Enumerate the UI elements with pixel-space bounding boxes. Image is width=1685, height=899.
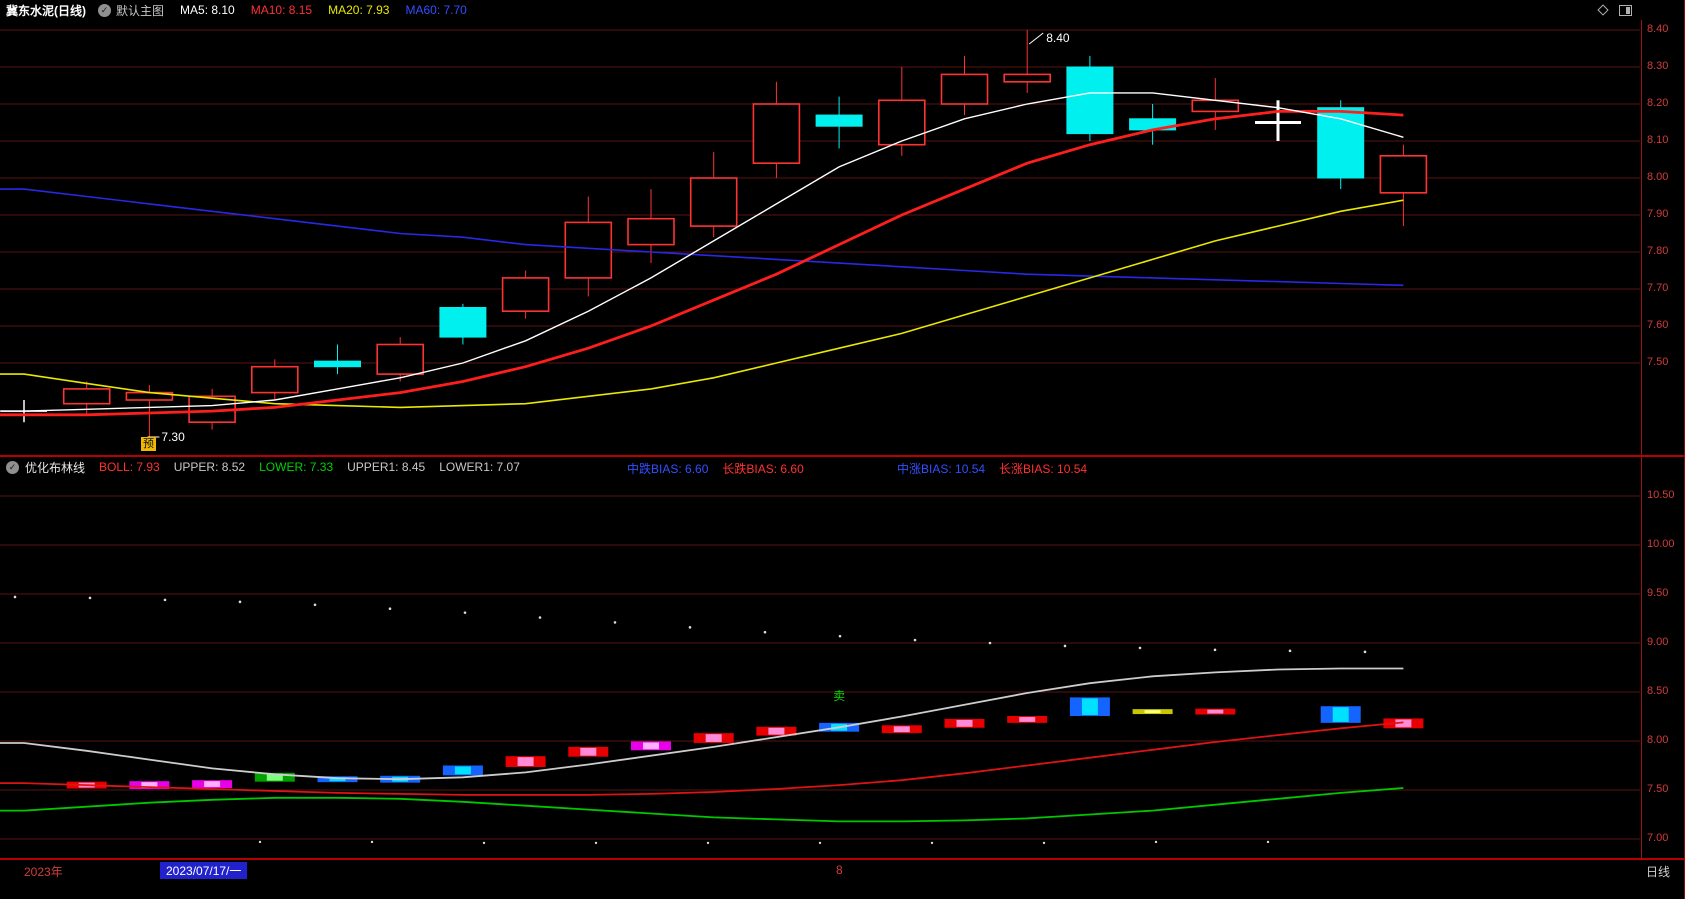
ma-label: MA60: 7.70 — [405, 3, 467, 17]
layout-label[interactable]: 默认主图 — [116, 3, 165, 18]
top-bar: 冀东水泥(日线) ✓ 默认主图 MA5: 8.10 MA10: 8.15 MA20:… — [0, 0, 1684, 20]
panel-divider — [0, 455, 1684, 457]
month-marker: 8 — [836, 863, 843, 877]
axis-label: 8.10 — [1647, 134, 1669, 146]
axis-label: 7.00 — [1647, 832, 1669, 844]
svg-text:7.30: 7.30 — [161, 430, 185, 444]
axis-label: 10.00 — [1647, 538, 1675, 550]
indicator-check-icon[interactable]: ✓ — [6, 460, 19, 474]
boll-field: UPPER: 8.52 — [173, 460, 246, 474]
axis-label: 7.50 — [1647, 356, 1669, 368]
bias-mid-values: 中跌BIAS: 6.60 长跌BIAS: 6.60 — [627, 460, 818, 477]
axis-label: 8.20 — [1647, 97, 1669, 109]
boll-field: LOWER1: 7.07 — [439, 460, 520, 474]
axis-label: 8.00 — [1647, 171, 1669, 183]
axis-label: 7.60 — [1647, 319, 1669, 331]
axis-label: 8.50 — [1647, 685, 1669, 697]
date-cursor-label: 2023/07/17/一 — [160, 862, 248, 879]
price-axis[interactable]: 8.40 8.30 8.20 8.10 8.00 7.90 7.80 7.70 7.60 7.50… — [1641, 20, 1684, 858]
bias-field: 中涨BIAS: 10.54 — [897, 462, 986, 476]
axis-label: 9.00 — [1647, 636, 1669, 648]
axis-label: 7.50 — [1647, 783, 1669, 795]
indicator-name[interactable]: 优化布林线 — [25, 460, 86, 475]
svg-text:卖: 卖 — [833, 689, 845, 703]
bias-field: 中跌BIAS: 6.60 — [627, 462, 709, 476]
boll-indicator-chart[interactable]: 卖 — [0, 478, 1640, 858]
axis-label: 9.50 — [1647, 587, 1669, 599]
indicator-header: ✓ 优化布林线 BOLL: 7.93 UPPER: 8.52 LOWER: 7.33… — [0, 457, 1640, 477]
alert-flag: 预 — [141, 437, 156, 451]
stock-title: 冀东水泥(日线) — [6, 3, 86, 18]
svg-text:8.40: 8.40 — [1046, 31, 1070, 45]
axis-label: 10.50 — [1647, 489, 1675, 501]
top-bar-icons — [1597, 4, 1632, 16]
indicator-panel[interactable]: 卖 — [0, 478, 1640, 858]
boll-field: LOWER: 7.33 — [259, 460, 334, 474]
diamond-icon[interactable] — [1597, 4, 1609, 16]
axis-label: 8.00 — [1647, 734, 1669, 746]
ma-label: MA5: 8.10 — [180, 3, 235, 17]
axis-label: 7.70 — [1647, 282, 1669, 294]
axis-label: 8.40 — [1647, 23, 1669, 35]
bias-long-values: 中涨BIAS: 10.54 长涨BIAS: 10.54 — [897, 460, 1101, 477]
panel-layout-icon[interactable] — [1619, 4, 1632, 16]
axis-label: 7.80 — [1647, 245, 1669, 257]
boll-field: BOLL: 7.93 — [99, 460, 160, 474]
main-chart-panel[interactable]: 8.40 7.30 预 — [0, 20, 1640, 455]
ma-label: MA20: 7.93 — [328, 3, 390, 17]
bottom-divider — [0, 858, 1684, 860]
boll-values: BOLL: 7.93 UPPER: 8.52 LOWER: 7.33 UPPER1: … — [99, 460, 534, 474]
candlestick-chart[interactable]: 8.40 7.30 — [0, 20, 1640, 455]
bias-field: 长涨BIAS: 10.54 — [999, 462, 1088, 476]
axis-label: 8.30 — [1647, 60, 1669, 72]
time-axis-bar: 2023年 2023/07/17/一 8 日线 — [0, 860, 1684, 882]
boll-field: UPPER1: 8.45 — [347, 460, 426, 474]
period-label[interactable]: 日线 — [1646, 865, 1671, 879]
layout-check-icon[interactable]: ✓ — [98, 3, 111, 17]
ma-label: MA10: 8.15 — [250, 3, 313, 17]
ma-legend: MA5: 8.10 MA10: 8.15 MA20: 7.93 MA60: 7.70 — [180, 3, 483, 17]
bias-field: 长跌BIAS: 6.60 — [722, 462, 804, 476]
axis-label: 7.90 — [1647, 208, 1669, 220]
indicator-header-left: ✓ 优化布林线 BOLL: 7.93 UPPER: 8.52 LOWER: 7.33… — [6, 457, 534, 477]
year-label: 2023年 — [24, 865, 63, 879]
